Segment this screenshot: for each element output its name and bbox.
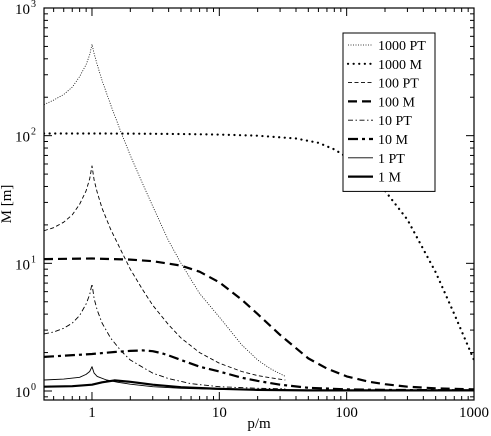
series-line-100-pt bbox=[44, 165, 286, 381]
legend-box bbox=[342, 32, 436, 192]
legend-label: 1 PT bbox=[378, 152, 405, 167]
series-line-1-m bbox=[44, 379, 474, 392]
plot-frame bbox=[43, 7, 475, 401]
legend: 1000 PT 1000 M 100 PT 100 M 10 PT 10 M 1 PT 1 M bbox=[342, 32, 436, 192]
y-tick-exponent: 0 bbox=[31, 382, 36, 393]
y-tick-label: 10 bbox=[15, 257, 30, 273]
series-layer bbox=[44, 43, 474, 392]
y-tick-label: 10 bbox=[15, 130, 30, 146]
legend-label: 10 M bbox=[378, 133, 409, 148]
x-tick-label: 100 bbox=[335, 405, 358, 421]
y-tick-exponent: 3 bbox=[31, 0, 36, 10]
series-line-1000-m bbox=[44, 132, 474, 362]
legend-label: 100 PT bbox=[378, 77, 419, 92]
x-axis-label: p/m bbox=[247, 416, 271, 432]
series-line-10-m bbox=[44, 349, 474, 392]
legend-label: 1 M bbox=[378, 171, 402, 186]
series-line-1-pt bbox=[44, 366, 286, 391]
y-tick-label: 10 bbox=[15, 385, 30, 401]
legend-label: 1000 PT bbox=[378, 39, 426, 54]
series-line-100-m bbox=[44, 257, 474, 391]
legend-label: 100 M bbox=[378, 95, 416, 110]
legend-label: 10 PT bbox=[378, 114, 412, 129]
y-axis-label: M [m] bbox=[0, 185, 15, 224]
x-tick-label: 1 bbox=[88, 405, 96, 421]
series-line-1000-pt bbox=[44, 43, 286, 377]
y-tick-exponent: 2 bbox=[31, 127, 36, 138]
x-tick-label: 1000 bbox=[459, 405, 489, 421]
x-tick-label: 10 bbox=[212, 405, 227, 421]
y-tick-exponent: 1 bbox=[31, 254, 36, 265]
legend-label: 1000 M bbox=[378, 58, 423, 73]
y-tick-label: 10 bbox=[15, 2, 30, 18]
